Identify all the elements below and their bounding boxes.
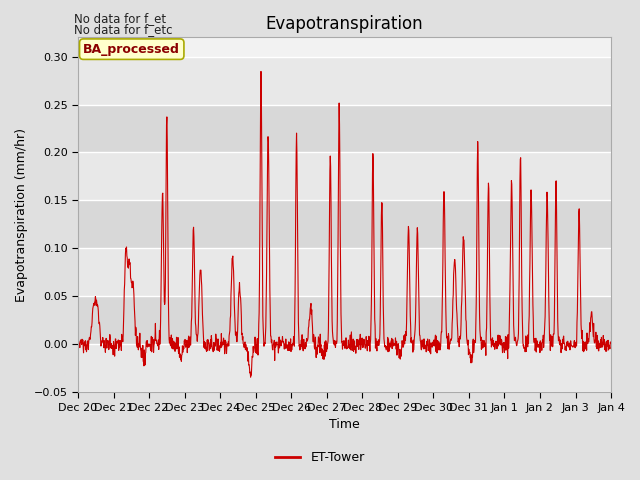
Bar	[78, 345, 611, 393]
X-axis label: Time: Time	[329, 419, 360, 432]
Bar	[78, 249, 611, 297]
Title: Evapotranspiration: Evapotranspiration	[266, 15, 423, 33]
Text: No data for f_et: No data for f_et	[74, 12, 166, 25]
Y-axis label: Evapotranspiration (mm/hr): Evapotranspiration (mm/hr)	[15, 128, 28, 302]
Bar	[78, 297, 611, 345]
Bar	[78, 105, 611, 153]
Text: BA_processed: BA_processed	[83, 43, 180, 56]
Bar	[78, 153, 611, 201]
Legend: ET-Tower: ET-Tower	[270, 446, 370, 469]
Bar	[78, 57, 611, 105]
Bar	[78, 201, 611, 249]
Text: No data for f_etc: No data for f_etc	[74, 23, 172, 36]
